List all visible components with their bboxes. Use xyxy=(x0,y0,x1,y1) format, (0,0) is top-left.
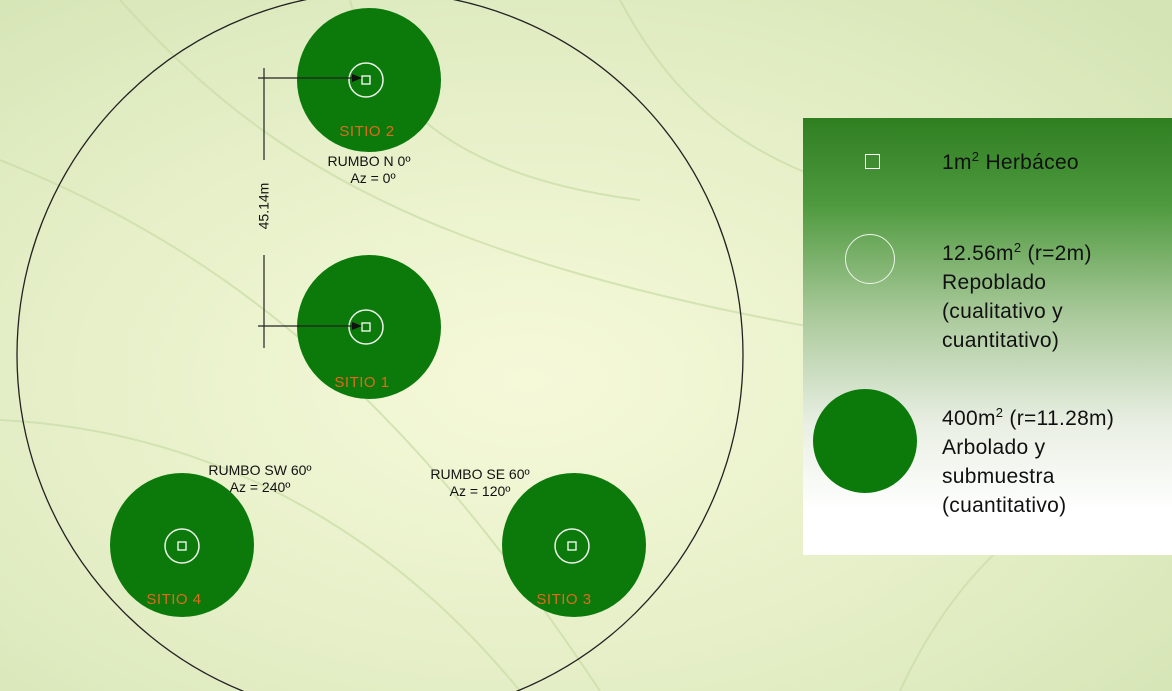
bearing-southeast-line2: Az = 120º xyxy=(449,483,511,499)
arrow-to-site-1 xyxy=(352,322,362,330)
bearing-north-line1: RUMBO N 0º xyxy=(327,153,411,169)
site-2-label: SITIO 2 xyxy=(339,123,395,140)
bearing-southeast-label: RUMBO SE 60º Az = 120º xyxy=(420,466,540,500)
legend-item-arbolado-text: 400m2 (r=11.28m) Arbolado y submuestra (… xyxy=(942,405,1115,517)
bearing-southwest-line2: Az = 240º xyxy=(229,479,291,495)
legend-item-repoblado-text: 12.56m2 (r=2m) Repoblado (cualitativo y … xyxy=(942,240,1092,352)
site-1-plot xyxy=(297,255,441,399)
bearing-north-line2: Az = 0º xyxy=(350,170,396,186)
disk-plot-icon xyxy=(813,389,917,493)
site-1-label: SITIO 1 xyxy=(334,374,390,391)
bearing-southwest-label: RUMBO SW 60º Az = 240º xyxy=(200,462,320,496)
site-4-plot xyxy=(110,473,254,617)
bearing-north-label: RUMBO N 0º Az = 0º xyxy=(314,153,424,187)
distance-label: 45.14m xyxy=(255,182,272,230)
legend-item-herbaceo-text: 1m2 Herbáceo xyxy=(942,149,1079,174)
legend-panel: 1m2 Herbáceo 12.56m2 (r=2m) Repoblado (c… xyxy=(803,118,1172,555)
site-2-plot xyxy=(297,8,441,152)
main-plot-circle xyxy=(16,0,744,691)
square-subplot-icon xyxy=(865,154,880,169)
distance-dimension xyxy=(258,68,356,348)
arrow-to-site-2 xyxy=(352,74,362,82)
site-3-plot xyxy=(502,473,646,617)
ring-subplot-icon xyxy=(845,234,895,284)
site-3-label: SITIO 3 xyxy=(536,591,592,608)
bearing-southwest-line1: RUMBO SW 60º xyxy=(208,462,312,478)
bearing-southeast-line1: RUMBO SE 60º xyxy=(430,466,530,482)
site-4-label: SITIO 4 xyxy=(146,591,202,608)
